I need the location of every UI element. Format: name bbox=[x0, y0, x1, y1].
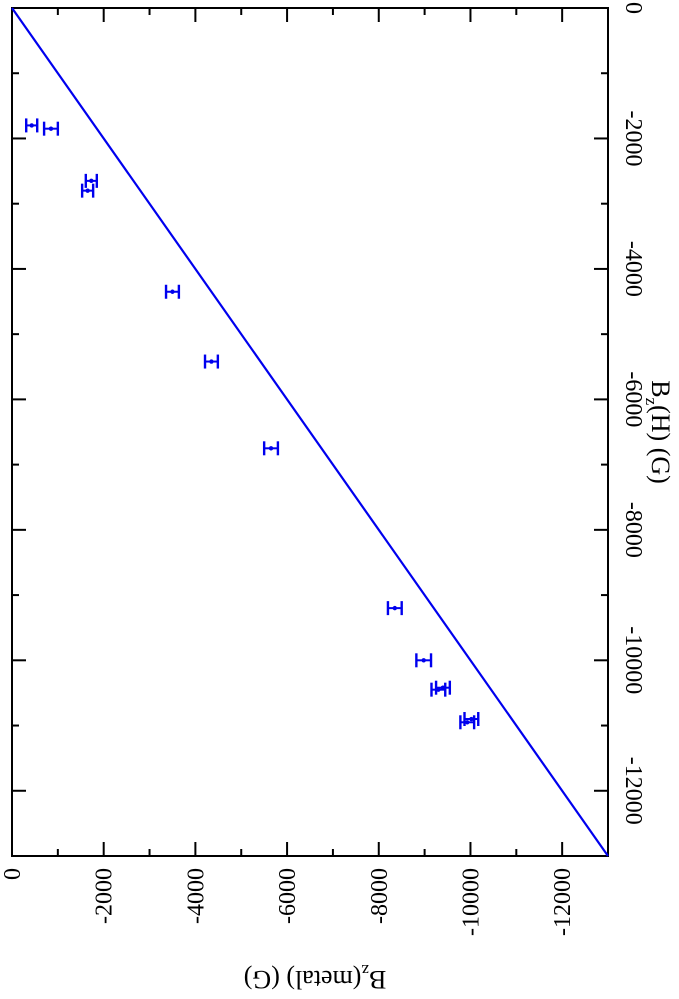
x-axis-title-main: B bbox=[646, 380, 675, 397]
y-axis-title-main: B bbox=[369, 965, 386, 994]
y-tick-label: -12000 bbox=[550, 868, 576, 936]
data-point bbox=[25, 118, 39, 133]
data-point bbox=[80, 183, 95, 198]
data-point bbox=[262, 441, 280, 456]
data-marker bbox=[421, 658, 426, 663]
data-marker bbox=[392, 605, 398, 611]
x-tick-label: -12000 bbox=[620, 757, 646, 825]
data-marker bbox=[170, 289, 175, 294]
data-point bbox=[84, 173, 99, 188]
data-marker bbox=[89, 178, 94, 184]
y-axis-title: Bz(metal) (G) bbox=[244, 961, 387, 994]
data-point bbox=[164, 284, 181, 299]
y-tick-label: -8000 bbox=[367, 868, 393, 924]
y-tick-label: -10000 bbox=[458, 868, 484, 936]
data-point bbox=[434, 680, 452, 695]
x-tick-label: -6000 bbox=[620, 371, 646, 427]
data-marker bbox=[469, 716, 474, 722]
y-axis-title-rest: (metal) (G) bbox=[244, 965, 362, 994]
data-point bbox=[203, 354, 220, 369]
x-tick-label: -8000 bbox=[620, 502, 646, 558]
data-marker bbox=[48, 126, 54, 131]
x-axis-title-rest: (H) (G) bbox=[646, 405, 675, 484]
ticks bbox=[11, 7, 608, 856]
x-tick-label: -2000 bbox=[620, 110, 646, 166]
data-marker bbox=[209, 359, 214, 364]
svg-text:Bz(H) (G): Bz(H) (G) bbox=[642, 380, 675, 484]
data-marker bbox=[440, 685, 446, 690]
x-axis-title: Bz(H) (G) bbox=[642, 380, 675, 484]
x-tick-label: -4000 bbox=[620, 241, 646, 297]
x-tick-label: 0 bbox=[620, 2, 646, 14]
plot-area bbox=[11, 7, 609, 857]
data-marker bbox=[268, 446, 274, 451]
data-point bbox=[459, 715, 476, 730]
reference-line bbox=[11, 7, 609, 857]
tick-labels: 0 -2000 -4000 -6000 -8000 -10000 -12000 0 -2000 -… bbox=[0, 2, 646, 936]
y-tick-label: -6000 bbox=[275, 868, 301, 924]
y-tick-label: 0 bbox=[0, 868, 26, 880]
x-axis-title-sub: z bbox=[642, 398, 661, 406]
y-axis-title-sub: z bbox=[361, 961, 369, 980]
data-point bbox=[42, 121, 60, 136]
data-marker bbox=[85, 188, 90, 193]
x-tick-label: -10000 bbox=[620, 626, 646, 694]
y-tick-label: -4000 bbox=[183, 868, 209, 924]
data-point bbox=[463, 712, 480, 727]
y-tick-label: -2000 bbox=[92, 868, 118, 924]
data-point bbox=[386, 601, 403, 616]
plot-frame bbox=[11, 7, 609, 857]
data-point bbox=[415, 653, 433, 668]
svg-text:Bz(metal) (G): Bz(metal) (G) bbox=[244, 961, 387, 994]
data-marker bbox=[29, 123, 34, 128]
data-marker bbox=[465, 720, 470, 725]
